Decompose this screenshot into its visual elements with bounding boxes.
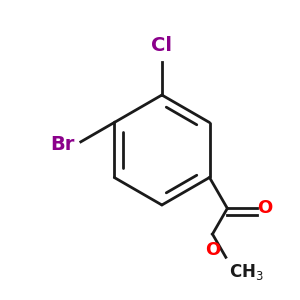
Text: Br: Br (50, 135, 75, 154)
Text: CH$_3$: CH$_3$ (229, 262, 264, 282)
Text: O: O (257, 200, 272, 217)
Text: Cl: Cl (152, 36, 172, 55)
Text: O: O (205, 241, 220, 259)
